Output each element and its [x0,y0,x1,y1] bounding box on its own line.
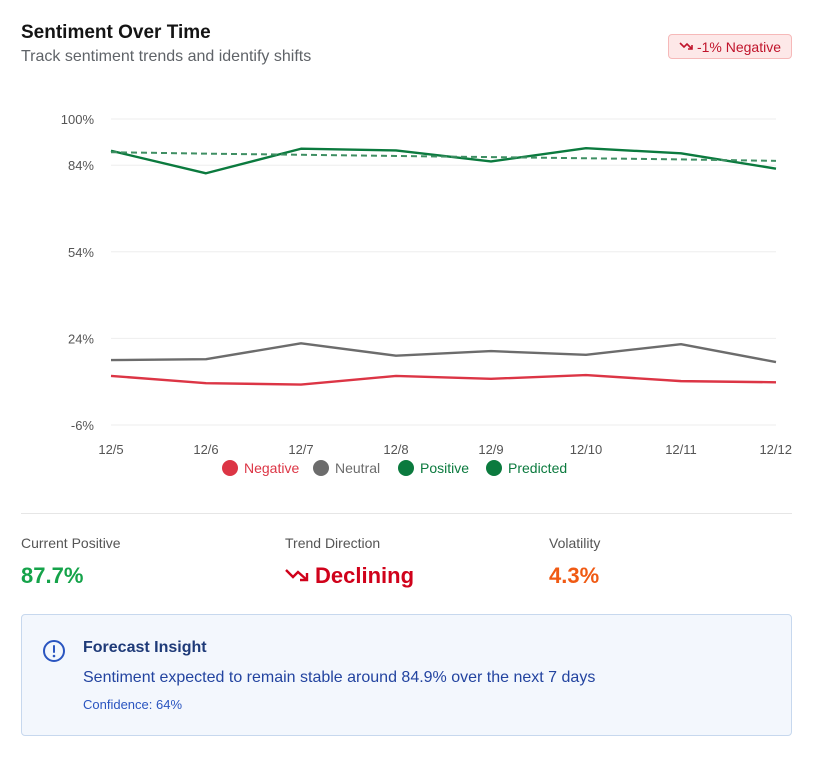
metric-value: 87.7% [21,563,121,589]
trend-badge-label: -1% Negative [696,38,781,55]
metric-trend-direction: Trend Direction Declining [285,535,414,589]
x-tick-label: 12/10 [570,442,603,457]
insight-confidence: Confidence: 64% [83,697,183,712]
x-tick-label: 12/6 [193,442,218,457]
metric-label: Current Positive [21,535,121,551]
legend-label: Predicted [508,460,567,476]
trend-badge: -1% Negative [667,34,792,59]
y-tick-label: 84% [68,158,94,173]
x-tick-label: 12/12 [759,442,792,457]
metric-current-positive: Current Positive 87.7% [21,535,121,589]
x-tick-label: 12/5 [98,442,123,457]
trend-down-icon [285,563,309,589]
legend-label: Negative [244,460,299,476]
y-tick-label: 24% [68,331,94,346]
x-tick-label: 12/11 [665,442,697,457]
x-tick-label: 12/9 [478,442,503,457]
metric-value: Declining [285,563,414,589]
insight-title: Forecast Insight [83,639,207,656]
metric-label: Volatility [549,535,601,551]
y-tick-label: -6% [71,418,95,433]
x-tick-label: 12/7 [288,442,313,457]
insight-text: Sentiment expected to remain stable arou… [83,669,596,686]
series-line-positive [110,146,777,175]
metric-value-text: 4.3% [549,563,600,588]
metric-volatility: Volatility 4.3% [549,535,600,589]
trend-down-icon [679,39,693,54]
metric-value-text: 87.7% [21,563,84,588]
legend-marker [486,460,502,476]
series-line-negative [110,373,777,386]
metric-value-text: Declining [315,563,415,588]
legend-label: Neutral [335,460,380,476]
legend-marker [313,460,329,476]
forecast-insight-panel: Forecast Insight Sentiment expected to r… [21,614,792,736]
legend-marker [222,460,238,476]
series-line-predicted [110,151,777,162]
chart-header: Sentiment Over Time Track sentiment tren… [21,22,792,72]
legend-label: Positive [420,460,469,476]
y-tick-label: 54% [68,245,94,260]
metric-value: 4.3% [549,563,600,589]
divider [21,513,792,514]
series-line-neutral [110,342,777,364]
page-subtitle: Track sentiment trends and identify shif… [21,48,312,65]
legend-marker [398,460,414,476]
y-tick-label: 100% [61,112,95,127]
metrics-row: Current Positive 87.7% Trend Direction D… [21,535,792,595]
x-tick-label: 12/8 [383,442,408,457]
page-title: Sentiment Over Time [21,22,211,43]
metric-label: Trend Direction [285,535,381,551]
sentiment-line-chart: 100% 84% 54% 24% -6% 12/5 12/6 12/7 12/8 12/9 12/… [61,112,792,476]
info-circle-icon [42,639,66,663]
